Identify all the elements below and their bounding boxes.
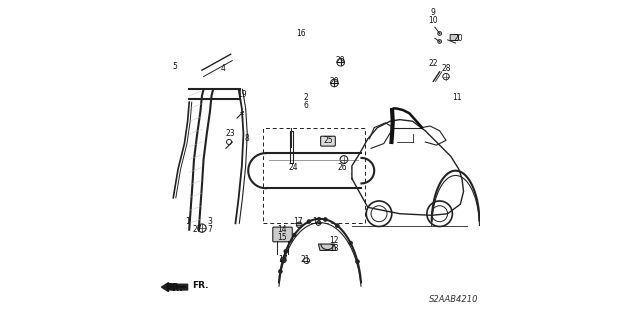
Circle shape	[335, 224, 339, 227]
Text: 18: 18	[312, 217, 321, 226]
Text: 16: 16	[296, 29, 306, 38]
Text: 5: 5	[172, 63, 177, 71]
Text: 7: 7	[207, 225, 212, 234]
Text: 24: 24	[288, 163, 298, 172]
FancyArrow shape	[161, 283, 188, 292]
Text: 2: 2	[303, 93, 308, 102]
Text: 14: 14	[277, 225, 287, 234]
Circle shape	[438, 40, 442, 43]
Text: 12: 12	[330, 236, 339, 245]
Text: 17: 17	[278, 256, 288, 264]
Text: 15: 15	[277, 233, 287, 242]
Text: 27: 27	[193, 225, 202, 234]
Circle shape	[356, 260, 360, 263]
Text: FR.: FR.	[193, 281, 209, 290]
Text: FR.: FR.	[165, 283, 183, 293]
Circle shape	[292, 233, 296, 237]
Text: 22: 22	[429, 59, 438, 68]
Text: S2AAB4210: S2AAB4210	[429, 295, 479, 304]
Circle shape	[280, 257, 286, 263]
Text: 23: 23	[226, 130, 236, 138]
Text: 3: 3	[207, 217, 212, 226]
Circle shape	[323, 218, 327, 221]
Circle shape	[296, 222, 302, 228]
Text: 10: 10	[428, 16, 438, 25]
Text: 29: 29	[330, 77, 339, 86]
FancyBboxPatch shape	[321, 136, 335, 146]
Circle shape	[438, 32, 442, 35]
Text: 28: 28	[441, 64, 451, 73]
Text: 20: 20	[454, 34, 463, 43]
Circle shape	[307, 220, 311, 224]
Text: 13: 13	[330, 244, 339, 253]
Text: 6: 6	[303, 101, 308, 110]
FancyBboxPatch shape	[273, 227, 292, 242]
Text: 11: 11	[452, 93, 462, 102]
Text: 1: 1	[185, 217, 190, 226]
Text: 25: 25	[323, 136, 333, 145]
Text: 29: 29	[336, 56, 346, 65]
Circle shape	[349, 241, 353, 245]
FancyBboxPatch shape	[450, 34, 458, 41]
Text: 19: 19	[237, 90, 246, 99]
Text: 17: 17	[293, 217, 303, 226]
Text: 26: 26	[337, 163, 347, 172]
Text: 4: 4	[220, 64, 225, 73]
Text: 21: 21	[301, 256, 310, 264]
Circle shape	[284, 249, 288, 253]
Polygon shape	[319, 244, 336, 250]
Circle shape	[316, 221, 321, 226]
Text: 8: 8	[244, 134, 249, 143]
Circle shape	[278, 270, 282, 273]
Text: 9: 9	[431, 8, 436, 17]
